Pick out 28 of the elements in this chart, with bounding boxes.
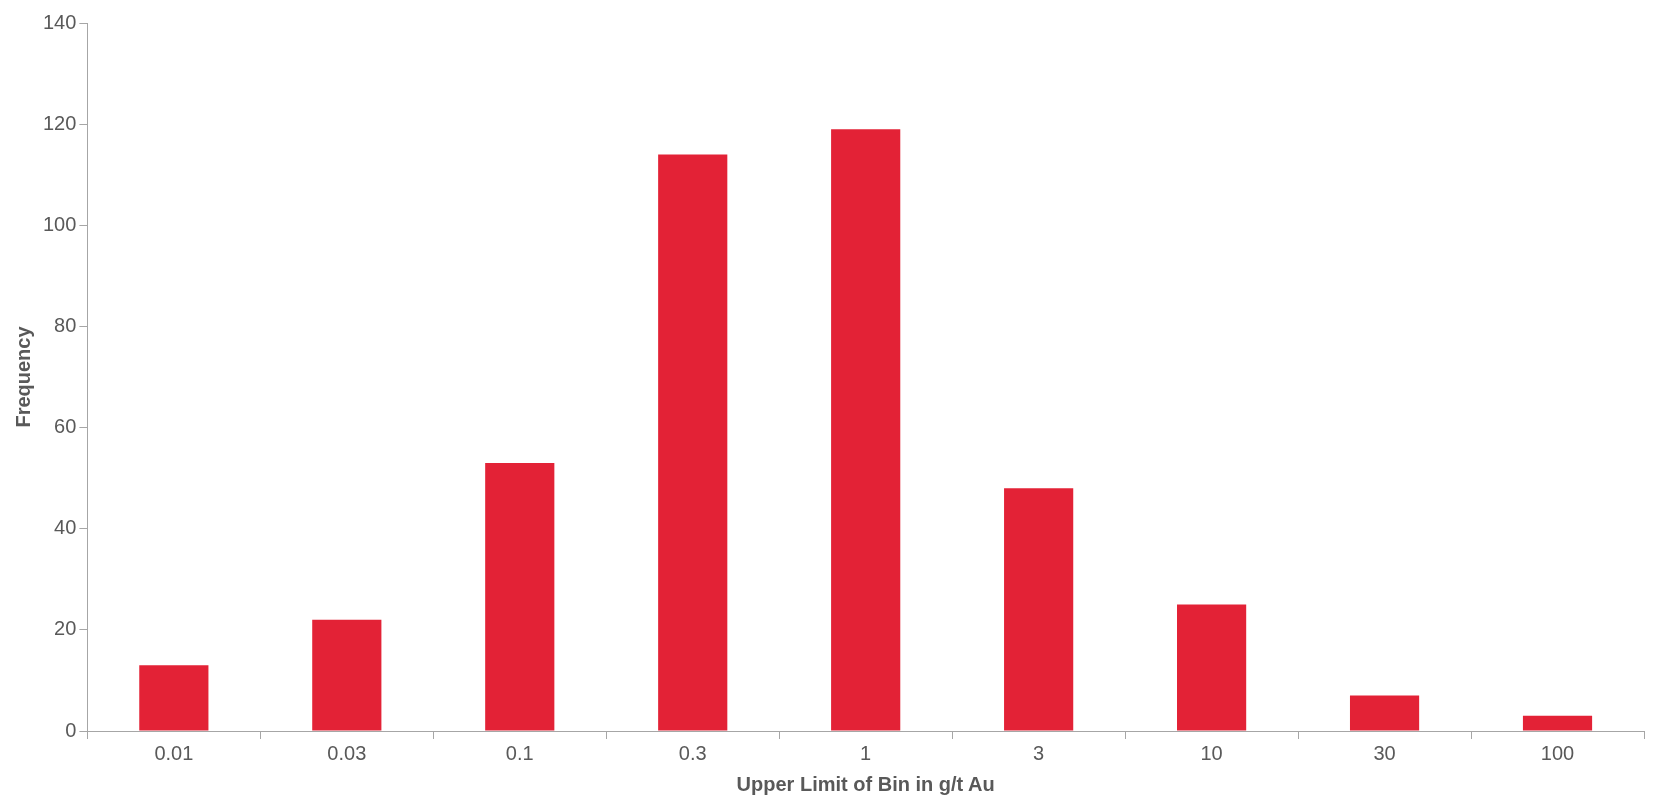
y-axis-title: Frequency (11, 325, 34, 428)
bar (485, 462, 555, 731)
bar (139, 665, 209, 731)
y-tick-label: 120 (42, 111, 77, 134)
bar (1522, 715, 1593, 731)
bar (1004, 488, 1074, 731)
bar (1349, 695, 1420, 731)
x-tick-label: 10 (1200, 741, 1223, 764)
y-tick-label: 140 (42, 10, 77, 33)
x-tick-label: 0.01 (154, 741, 194, 764)
y-tick-label: 80 (54, 313, 77, 336)
y-tick-label: 0 (65, 718, 77, 741)
x-tick-label: 30 (1373, 741, 1396, 764)
x-tick-label: 3 (1033, 741, 1045, 764)
bar (658, 154, 728, 731)
bar (831, 129, 901, 731)
bar (312, 619, 382, 731)
x-tick-label: 0.03 (327, 741, 367, 764)
x-tick-label: 0.1 (505, 741, 534, 764)
x-tick-label: 100 (1540, 741, 1575, 764)
y-tick-label: 100 (42, 212, 77, 235)
x-tick-label: 0.3 (678, 741, 707, 764)
x-tick-label: 1 (860, 741, 872, 764)
y-tick-label: 40 (54, 516, 77, 539)
bar (1177, 604, 1247, 731)
x-axis-title: Upper Limit of Bin in g/t Au (736, 772, 995, 795)
y-tick-label: 20 (54, 617, 77, 640)
y-tick-label: 60 (54, 415, 77, 438)
